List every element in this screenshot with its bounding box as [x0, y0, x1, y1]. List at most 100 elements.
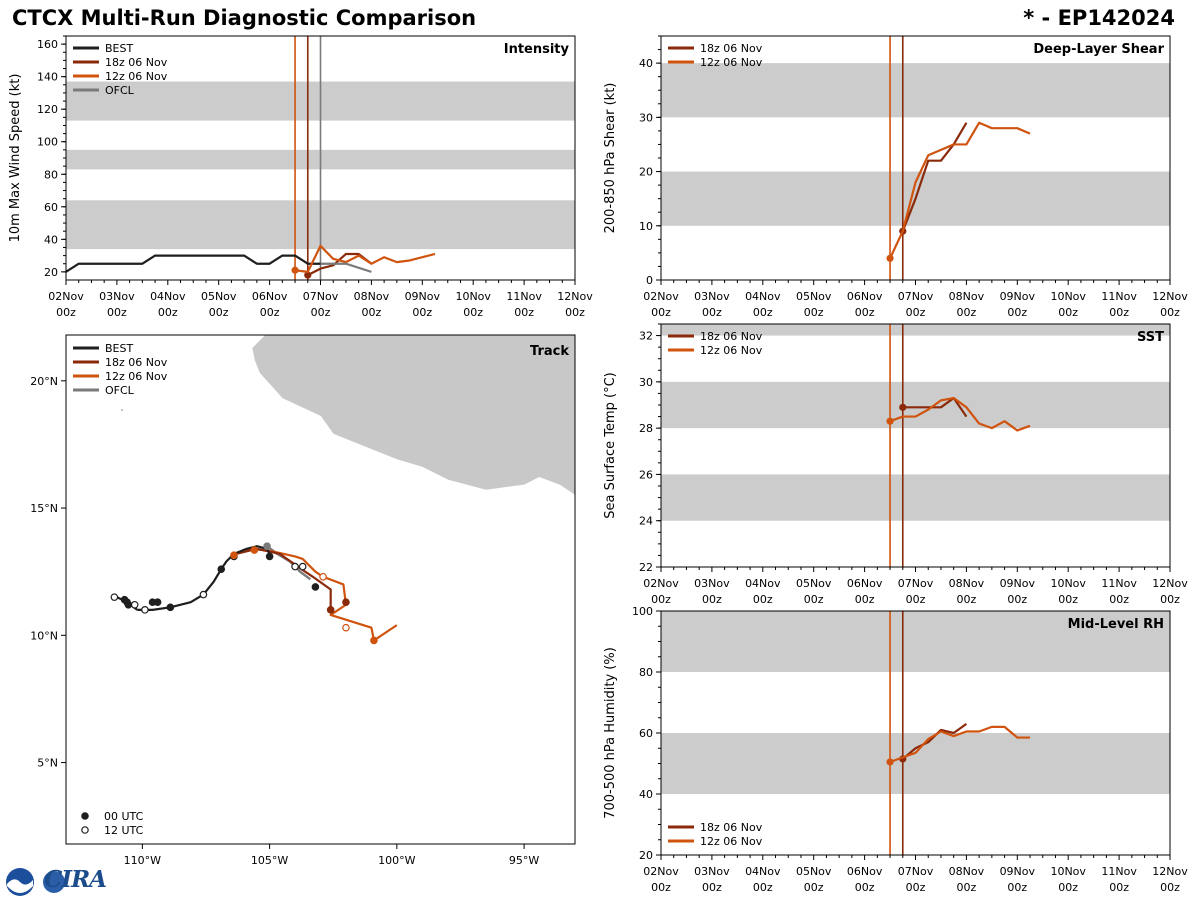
rh-xtick-label-09nov: 09Nov	[1000, 865, 1036, 878]
r12-point-2	[342, 623, 350, 632]
shear-xtick-sub-5: 00z	[906, 306, 926, 319]
track-ytick-label-0: 5°N	[37, 757, 58, 770]
intensity-legend-label-ofcl: OFCL	[105, 84, 135, 97]
cira-wordmark: CIRA	[44, 866, 107, 893]
rh-xtick-sub-8: 00z	[1058, 881, 1078, 894]
panel-shear: 02Nov 00z 03Nov 00z 04Nov 00z 05Nov 00z 06Nov 00z…	[603, 35, 1188, 319]
sst-xtick-sub-4: 00z	[855, 593, 875, 606]
rh-ytick-label-4: 100	[632, 605, 653, 618]
track-legend-label-r12: 12z 06 Nov	[105, 370, 168, 383]
rh-xtick-label-11nov: 11Nov	[1101, 865, 1137, 878]
rh-xtick-sub-7: 00z	[1007, 881, 1027, 894]
sst-ylabel: Sea Surface Temp (°C)	[603, 372, 618, 519]
intensity-ytick-label-1: 40	[44, 233, 58, 246]
rh-ytick-label-1: 40	[639, 788, 653, 801]
intensity-xtick-sub-2: 00z	[158, 306, 178, 319]
shear-legend-label-r12: 12z 06 Nov	[700, 56, 763, 69]
sst-ytick-label-5: 32	[639, 330, 653, 343]
sst-band-2	[661, 324, 1170, 336]
intensity-xtick-sub-9: 00z	[514, 306, 534, 319]
best-point-2	[124, 600, 133, 609]
best-point-5	[166, 603, 175, 612]
intensity-series-ofcl	[320, 262, 372, 273]
sst-legend-label-r18: 18z 06 Nov	[700, 330, 763, 343]
shear-series-group	[886, 121, 1031, 262]
shear-xtick-label-08nov: 08Nov	[949, 290, 985, 303]
intensity-xtick-label-08nov: 08Nov	[354, 290, 390, 303]
r12-point-4	[319, 572, 327, 581]
sst-series-group	[886, 396, 1031, 432]
sst-legend-label-r12: 12z 06 Nov	[700, 344, 763, 357]
intensity-xtick-sub-5: 00z	[311, 306, 331, 319]
intensity-ytick-label-7: 160	[37, 38, 58, 51]
intensity-xtick-label-06nov: 06Nov	[252, 290, 288, 303]
track-marker-legend-label-0: 00 UTC	[104, 810, 144, 823]
rh-xtick-sub-2: 00z	[753, 881, 773, 894]
sst-xtick-sub-5: 00z	[906, 593, 926, 606]
track-marker-legend-1	[81, 826, 89, 834]
best-point-4	[153, 598, 162, 607]
rh-xtick-label-02nov: 02Nov	[643, 865, 679, 878]
rh-band-0	[661, 733, 1170, 794]
track-xtick-label-0: 110°W	[124, 854, 161, 867]
shear-xtick-sub-2: 00z	[753, 306, 773, 319]
sst-series-r12	[889, 396, 1031, 432]
intensity-xtick-sub-0: 00z	[56, 306, 76, 319]
intensity-xtick-label-10nov: 10Nov	[455, 290, 491, 303]
intensity-xtick-label-11nov: 11Nov	[506, 290, 542, 303]
intensity-xtick-label-04nov: 04Nov	[150, 290, 186, 303]
rh-xtick-sub-10: 00z	[1160, 881, 1180, 894]
intensity-xtick-label-12nov: 12Nov	[557, 290, 593, 303]
intensity-xtick-sub-6: 00z	[362, 306, 382, 319]
ofcl-point-0	[263, 542, 271, 551]
intensity-series-best	[66, 254, 321, 273]
sst-xtick-label-04nov: 04Nov	[745, 577, 781, 590]
intensity-xtick-label-05nov: 05Nov	[201, 290, 237, 303]
shear-xtick-label-09nov: 09Nov	[1000, 290, 1036, 303]
rh-xtick-label-03nov: 03Nov	[694, 865, 730, 878]
intensity-ytick-label-6: 140	[37, 71, 58, 84]
rh-series-r12	[889, 725, 1031, 764]
track-panel-title: Track	[530, 344, 569, 359]
shear-band-1	[661, 63, 1170, 118]
intensity-xtick-label-03nov: 03Nov	[99, 290, 135, 303]
page-title: CTCX Multi-Run Diagnostic Comparison	[12, 6, 477, 30]
r12-point-1	[250, 546, 259, 554]
shear-ytick-label-1: 10	[639, 220, 653, 233]
r12-point-0	[230, 551, 238, 559]
sst-ytick-label-4: 30	[639, 376, 653, 389]
shear-xtick-sub-0: 00z	[651, 306, 671, 319]
intensity-legend-label-r12: 12z 06 Nov	[105, 70, 168, 83]
sst-xtick-label-05nov: 05Nov	[796, 577, 832, 590]
sst-xtick-sub-3: 00z	[804, 593, 824, 606]
shear-panel-title: Deep-Layer Shear	[1033, 42, 1164, 57]
r12-point-3	[370, 636, 378, 645]
rh-xtick-label-04nov: 04Nov	[745, 865, 781, 878]
best-point-12	[199, 590, 208, 599]
track-marker-legend-0	[81, 812, 89, 820]
shear-xtick-sub-7: 00z	[1007, 306, 1027, 319]
rh-xtick-label-07nov: 07Nov	[898, 865, 934, 878]
panel-sst: 02Nov 00z 03Nov 00z 04Nov 00z 05Nov 00z 06Nov 00z…	[603, 323, 1188, 606]
sst-ytick-label-1: 24	[639, 515, 653, 528]
best-point-15	[298, 562, 307, 571]
shear-legend-label-r18: 18z 06 Nov	[700, 42, 763, 55]
rh-legend-label-r18: 18z 06 Nov	[700, 821, 763, 834]
storm-id: * - EP142024	[1023, 6, 1175, 30]
track-xtick-label-2: 100°W	[378, 854, 415, 867]
cira-globe-icon	[43, 871, 65, 893]
sst-xtick-sub-0: 00z	[651, 593, 671, 606]
sst-series-r18	[902, 396, 968, 418]
panel-track: 110°W 105°W 100°W 95°W 5°N 10°N 15°N 20°N Track B…	[30, 334, 576, 867]
sst-xtick-sub-9: 00z	[1109, 593, 1129, 606]
rh-xtick-label-06nov: 06Nov	[847, 865, 883, 878]
shear-xtick-label-05nov: 05Nov	[796, 290, 832, 303]
rh-xtick-label-08nov: 08Nov	[949, 865, 985, 878]
intensity-legend-label-r18: 18z 06 Nov	[105, 56, 168, 69]
intensity-xtick-label-02nov: 02Nov	[48, 290, 84, 303]
sst-start-point-r12	[886, 417, 894, 425]
cira-logo	[6, 868, 65, 896]
intensity-legend-label-best: BEST	[105, 42, 133, 55]
sst-frame	[660, 323, 1171, 568]
